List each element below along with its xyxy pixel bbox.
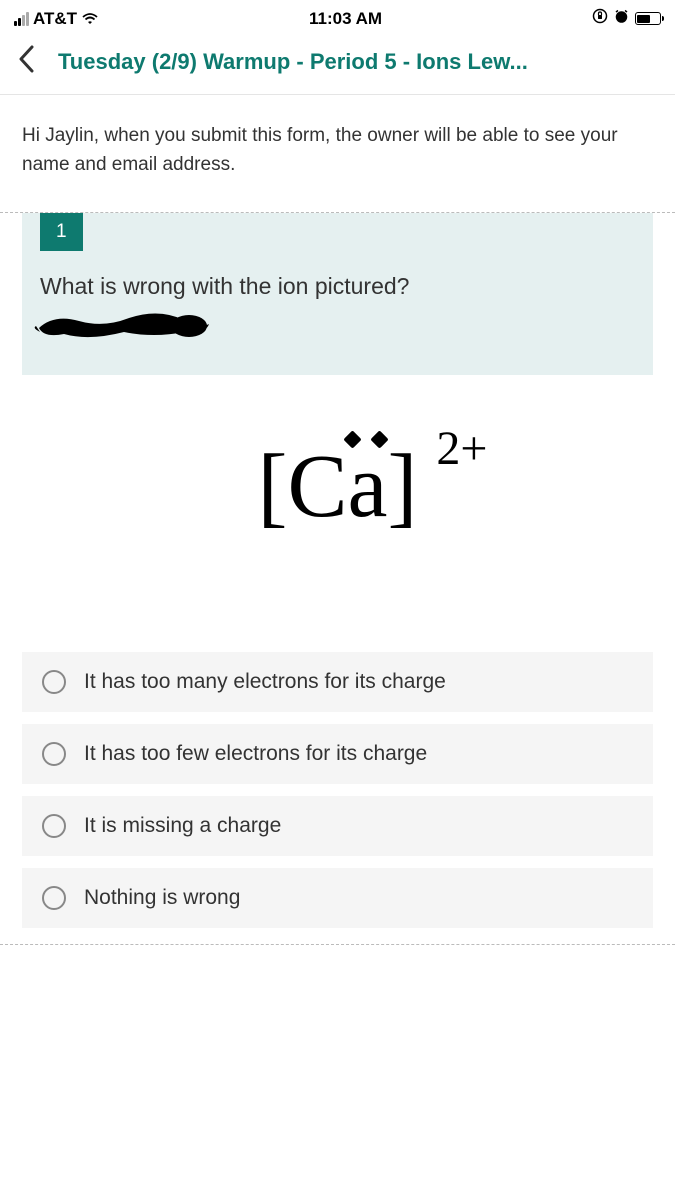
question-text: What is wrong with the ion pictured? <box>22 251 653 300</box>
question-header: 1 What is wrong with the ion pictured? <box>22 213 653 375</box>
option-4[interactable]: Nothing is wrong <box>22 868 653 928</box>
status-left: AT&T <box>14 9 99 29</box>
question-number: 1 <box>40 213 83 251</box>
status-right <box>592 8 661 29</box>
radio-icon <box>42 814 66 838</box>
option-label: It has too many electrons for its charge <box>84 670 446 694</box>
radio-icon <box>42 670 66 694</box>
radio-icon <box>42 886 66 910</box>
carrier-label: AT&T <box>33 9 77 29</box>
back-button[interactable] <box>18 45 34 78</box>
question-image: [Ca] 2+ <box>22 375 653 628</box>
question-block: 1 What is wrong with the ion pictured? [… <box>0 212 675 945</box>
option-3[interactable]: It is missing a charge <box>22 796 653 856</box>
option-label: It is missing a charge <box>84 814 281 838</box>
orientation-lock-icon <box>592 8 608 29</box>
signal-icon <box>14 12 29 26</box>
battery-icon <box>635 12 661 25</box>
redaction-scribble <box>34 306 653 351</box>
option-1[interactable]: It has too many electrons for its charge <box>22 652 653 712</box>
option-2[interactable]: It has too few electrons for its charge <box>22 724 653 784</box>
page-header: Tuesday (2/9) Warmup - Period 5 - Ions L… <box>0 33 675 95</box>
privacy-notice: Hi Jaylin, when you submit this form, th… <box>0 95 675 212</box>
ion-formula: [Ca] 2+ <box>258 435 418 538</box>
status-time: 11:03 AM <box>309 9 382 29</box>
option-label: Nothing is wrong <box>84 886 240 910</box>
status-bar: AT&T 11:03 AM <box>0 0 675 33</box>
page-title: Tuesday (2/9) Warmup - Period 5 - Ions L… <box>58 49 528 75</box>
wifi-icon <box>81 12 99 26</box>
option-label: It has too few electrons for its charge <box>84 742 427 766</box>
radio-icon <box>42 742 66 766</box>
alarm-icon <box>614 9 629 29</box>
answer-options: It has too many electrons for its charge… <box>22 652 653 928</box>
